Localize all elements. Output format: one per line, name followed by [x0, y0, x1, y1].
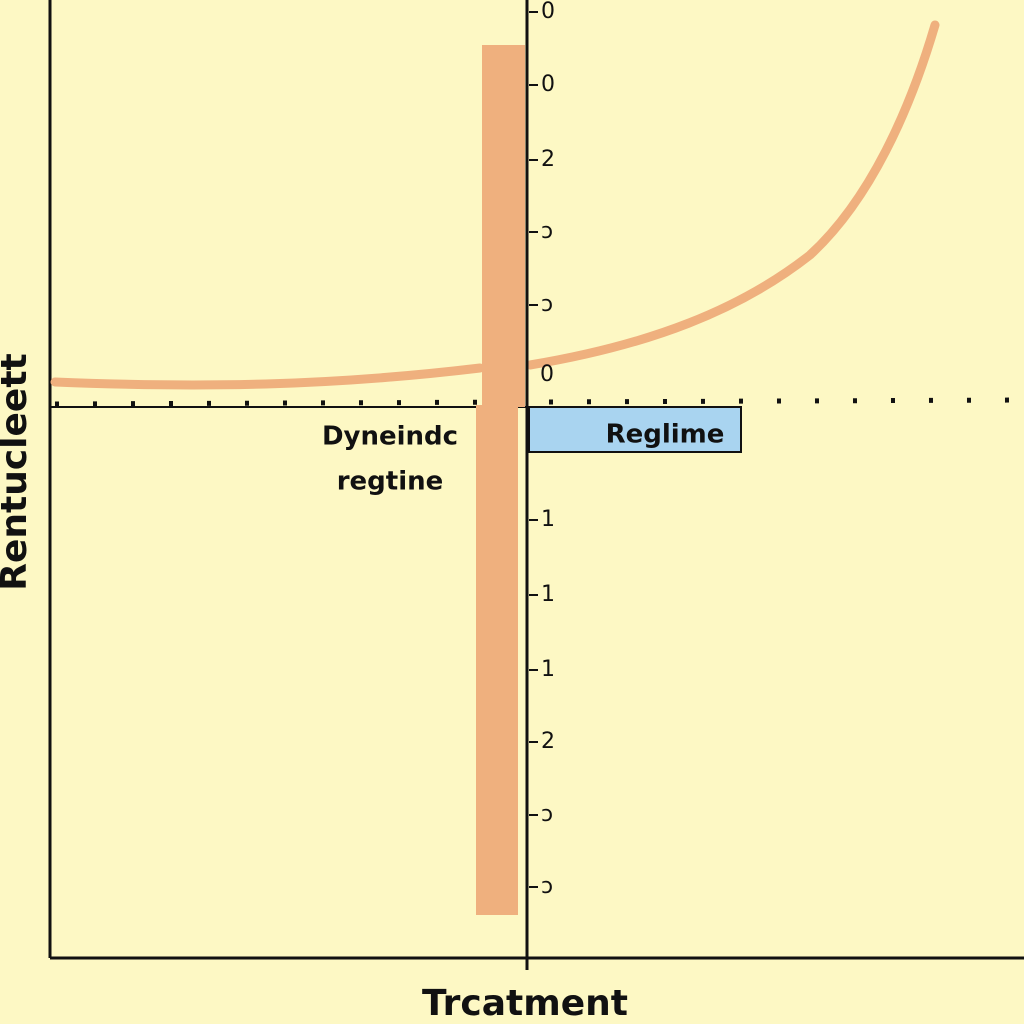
x-axis-title: Trcatment: [422, 983, 628, 1024]
regime-label: Reglime: [606, 420, 725, 450]
vertical-band-lower: [476, 405, 518, 915]
region-label: Dyneindc: [322, 422, 458, 452]
vertical-band-upper: [482, 45, 525, 407]
ticks: 0 0 2 ɔ ɔ 0 1 1 1 2 ɔ ɔ: [529, 0, 555, 899]
tick-label: 0: [540, 362, 554, 387]
tick-label: 2: [541, 147, 555, 172]
tick-label: ɔ: [541, 292, 553, 317]
tick-label: 1: [541, 507, 555, 532]
tick-label: 0: [541, 72, 555, 97]
tick-label: ɔ: [541, 874, 553, 899]
tick-label: ɔ: [541, 802, 553, 827]
region-label: regtine: [337, 467, 444, 497]
tick-label: 1: [541, 657, 555, 682]
y-axis-title: Rentucleett: [0, 353, 35, 591]
tick-label: 1: [541, 582, 555, 607]
curve: [50, 20, 940, 390]
tick-label: 2: [541, 729, 555, 754]
tick-label: 0: [541, 0, 555, 24]
tick-label: ɔ: [541, 219, 553, 244]
regime-box: [528, 406, 742, 453]
